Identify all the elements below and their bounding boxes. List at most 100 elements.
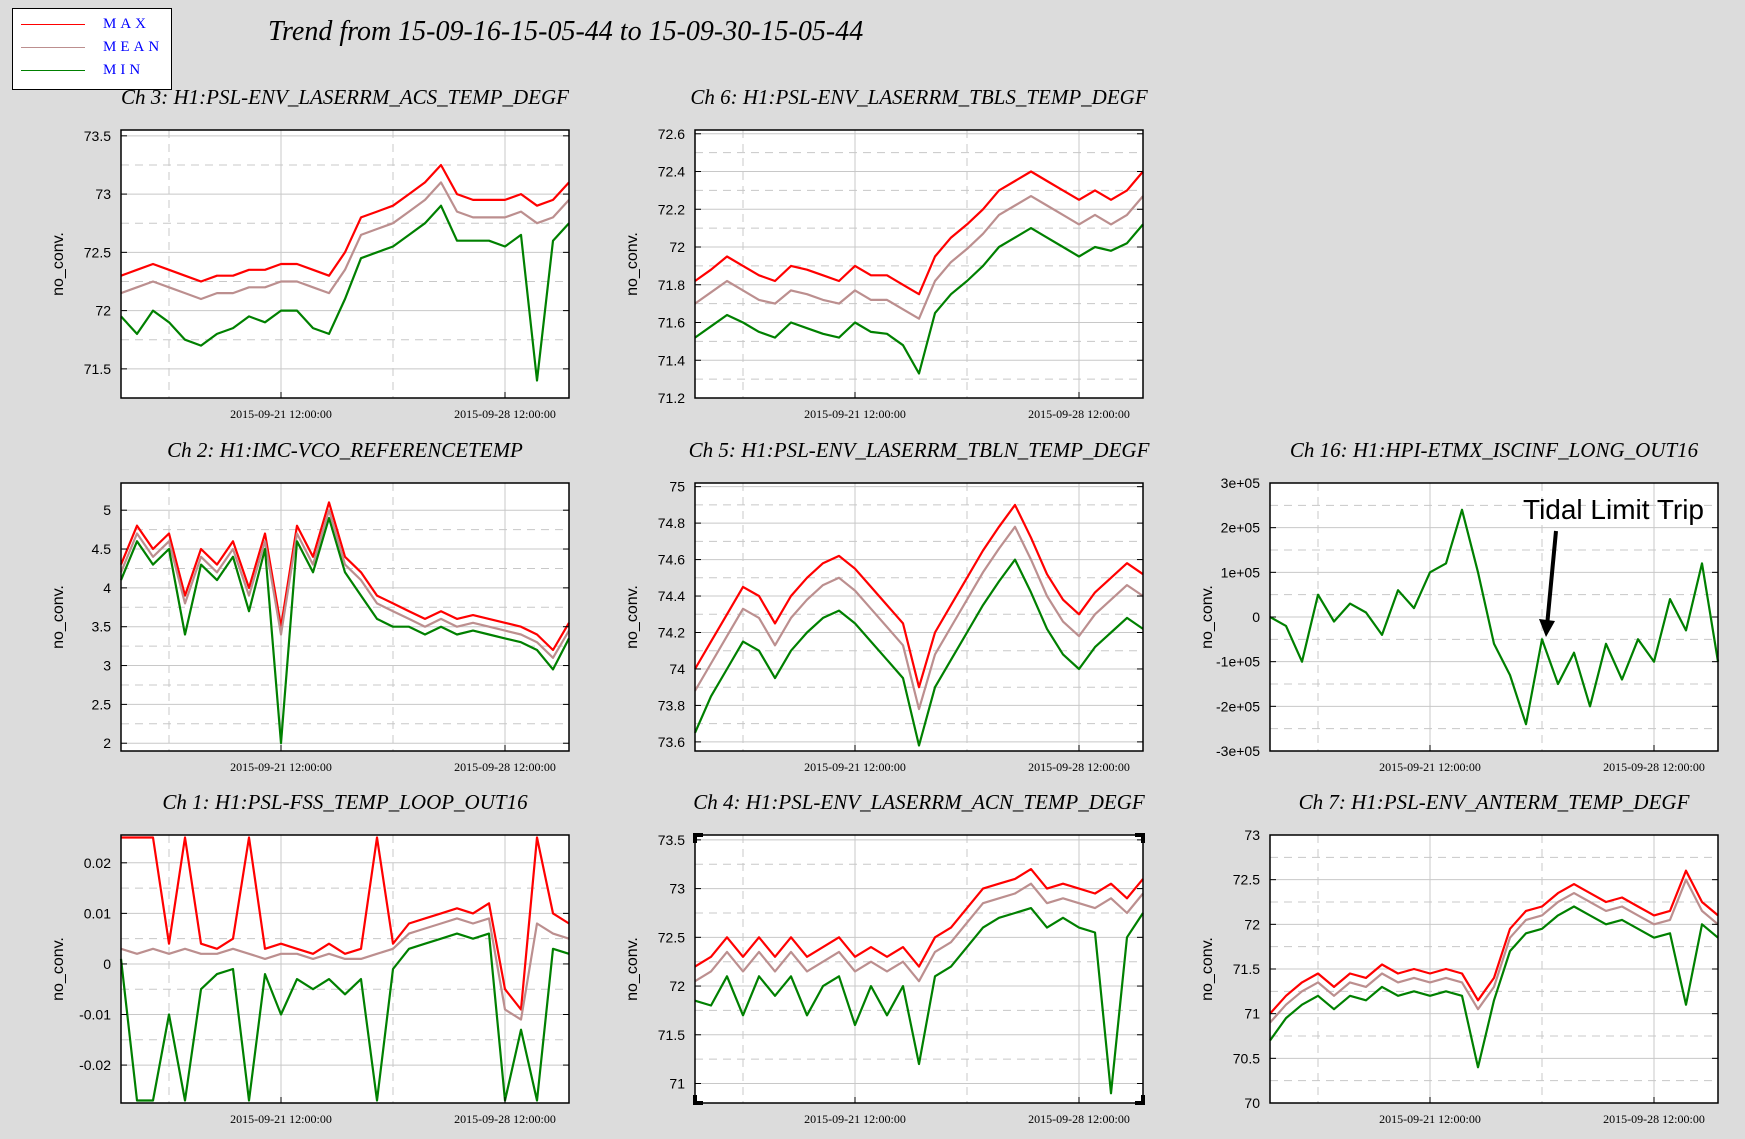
tick-label-y: 73.5 xyxy=(658,832,685,848)
tick-label-y: 73.8 xyxy=(658,697,685,713)
tick-label-y: -2e+05 xyxy=(1216,698,1260,714)
series-line-max xyxy=(694,867,1144,968)
tick-label-y: 72 xyxy=(669,239,685,255)
selection-corner[interactable] xyxy=(1135,833,1145,843)
tick-label-y: 71.5 xyxy=(658,1027,685,1043)
plot-area xyxy=(121,483,569,751)
plot-area xyxy=(695,130,1143,398)
chart-1: 73.5 73 72.5 72 71.5 2015-09-21 12:00:00 2015-… xyxy=(50,85,570,421)
legend-swatch-max xyxy=(21,24,85,25)
tick-label-y: -3e+05 xyxy=(1216,743,1260,759)
chart-title: Ch 7: H1:PSL-ENV_ANTERM_TEMP_DEGF xyxy=(1299,790,1690,814)
tick-label-y: 75 xyxy=(669,479,685,495)
tick-label-y: -0.01 xyxy=(79,1007,111,1023)
tick-label-y: 1e+05 xyxy=(1221,564,1261,580)
plot-area xyxy=(121,130,569,398)
tick-label-y: 70.5 xyxy=(1233,1050,1260,1066)
tick-label-x: 2015-09-28 12:00:00 xyxy=(1028,407,1130,421)
tick-label-x: 2015-09-21 12:00:00 xyxy=(230,407,332,421)
tick-label-x: 2015-09-21 12:00:00 xyxy=(1379,760,1481,774)
selection-corner[interactable] xyxy=(1135,1095,1145,1105)
tick-label-y: 73 xyxy=(669,881,685,897)
tick-label-x: 2015-09-21 12:00:00 xyxy=(804,760,906,774)
tick-label-x: 2015-09-21 12:00:00 xyxy=(804,407,906,421)
chart-title: Ch 4: H1:PSL-ENV_LASERRM_ACN_TEMP_DEGF xyxy=(693,790,1145,814)
chart-title: Ch 2: H1:IMC-VCO_REFERENCETEMP xyxy=(167,438,523,462)
tick-label-y: 72.5 xyxy=(1233,872,1260,888)
y-axis-label: no_conv. xyxy=(624,937,641,1001)
series-line-min xyxy=(694,223,1144,375)
y-axis-label: no_conv. xyxy=(50,232,67,296)
tick-label-y: 72.4 xyxy=(658,164,685,180)
plot-frame xyxy=(694,129,1144,399)
chart-title: Ch 1: H1:PSL-FSS_TEMP_LOOP_OUT16 xyxy=(162,790,528,814)
tick-label-x: 2015-09-28 12:00:00 xyxy=(454,1112,556,1126)
series-line-max xyxy=(120,163,570,283)
tick-label-x: 2015-09-21 12:00:00 xyxy=(804,1112,906,1126)
tick-label-x: 2015-09-21 12:00:00 xyxy=(230,760,332,774)
selection-corner[interactable] xyxy=(693,1095,703,1105)
tick-label-x: 2015-09-28 12:00:00 xyxy=(1603,760,1705,774)
y-axis-label: no_conv. xyxy=(50,937,67,1001)
y-axis-label: no_conv. xyxy=(1199,585,1216,649)
series-line-min xyxy=(119,932,570,1102)
legend-item-min: MIN xyxy=(13,61,171,81)
y-axis-label: no_conv. xyxy=(50,585,67,649)
tick-label-y: 72.5 xyxy=(658,929,685,945)
series-line-min xyxy=(1269,508,1720,726)
tick-label-x: 2015-09-28 12:00:00 xyxy=(454,407,556,421)
tick-label-y: 72.5 xyxy=(84,244,111,260)
chart-title: Ch 5: H1:PSL-ENV_LASERRM_TBLN_TEMP_DEGF xyxy=(689,438,1150,462)
tick-label-y: 72 xyxy=(669,978,685,994)
tick-label-y: 72 xyxy=(95,303,111,319)
chart-6: 0.02 0.01 0 -0.01 -0.02 2015-09-21 12:00:00 20… xyxy=(50,790,570,1126)
legend: MAX MEAN MIN xyxy=(12,8,172,90)
y-axis-label: no_conv. xyxy=(624,585,641,649)
tick-label-y: 2.5 xyxy=(92,696,112,712)
tick-label-y: 0.02 xyxy=(84,855,111,871)
chart-4: 75 74.8 74.6 74.4 74.2 74 73.8 73.6 2015-09-21 1… xyxy=(624,438,1150,774)
tick-label-y: 3e+05 xyxy=(1221,475,1261,491)
tick-label-y: 72 xyxy=(1244,916,1260,932)
legend-swatch-min xyxy=(21,70,85,71)
series-line-mean xyxy=(694,882,1144,983)
y-axis-label: no_conv. xyxy=(624,232,641,296)
tick-label-y: 74.6 xyxy=(658,552,685,568)
series-line-mean xyxy=(120,181,570,301)
tick-label-x: 2015-09-28 12:00:00 xyxy=(1028,760,1130,774)
chart-8: 73 72.5 72 71.5 71 70.5 70 2015-09-21 12:00:00 2… xyxy=(1199,790,1719,1126)
tick-label-y: 2e+05 xyxy=(1221,520,1261,536)
plot-frame xyxy=(694,482,1144,752)
series-line-mean xyxy=(1269,878,1719,1024)
plot-frame xyxy=(694,834,1144,1104)
tick-label-y: 73.6 xyxy=(658,734,685,750)
series-line-mean xyxy=(694,525,1144,711)
tick-label-x: 2015-09-21 12:00:00 xyxy=(1379,1112,1481,1126)
tick-label-x: 2015-09-28 12:00:00 xyxy=(454,760,556,774)
tick-label-y: 71.4 xyxy=(658,352,685,368)
series-line-mean xyxy=(120,917,570,1021)
tick-label-y: 74.4 xyxy=(658,588,685,604)
tick-label-y: 71.2 xyxy=(658,390,685,406)
tick-label-y: 70 xyxy=(1244,1095,1260,1111)
series-line-max xyxy=(694,503,1144,689)
series-line-max xyxy=(1269,869,1719,1015)
series-line-max xyxy=(119,501,570,652)
selection-corner[interactable] xyxy=(693,833,703,843)
tick-label-x: 2015-09-28 12:00:00 xyxy=(1603,1112,1705,1126)
series-line-max xyxy=(121,836,570,1011)
tick-label-y: 72.2 xyxy=(658,201,685,217)
tick-label-y: -0.02 xyxy=(79,1057,111,1073)
plot-area xyxy=(121,835,569,1103)
tick-label-y: 73 xyxy=(95,186,111,202)
legend-label-max: MAX xyxy=(103,16,151,32)
tick-label-y: 3 xyxy=(103,658,111,674)
tick-label-x: 2015-09-28 12:00:00 xyxy=(1028,1112,1130,1126)
chart-3: 5 4.5 4 3.5 3 2.5 2 2015-09-21 12:00:00 2015-09-… xyxy=(50,438,570,774)
tick-label-y: 0 xyxy=(103,956,111,972)
series-line-min xyxy=(1269,905,1719,1069)
tick-label-y: 0.01 xyxy=(84,905,111,921)
tick-label-y: 3.5 xyxy=(92,619,112,635)
tick-label-y: 71.8 xyxy=(658,277,685,293)
y-axis-label: no_conv. xyxy=(1199,937,1216,1001)
